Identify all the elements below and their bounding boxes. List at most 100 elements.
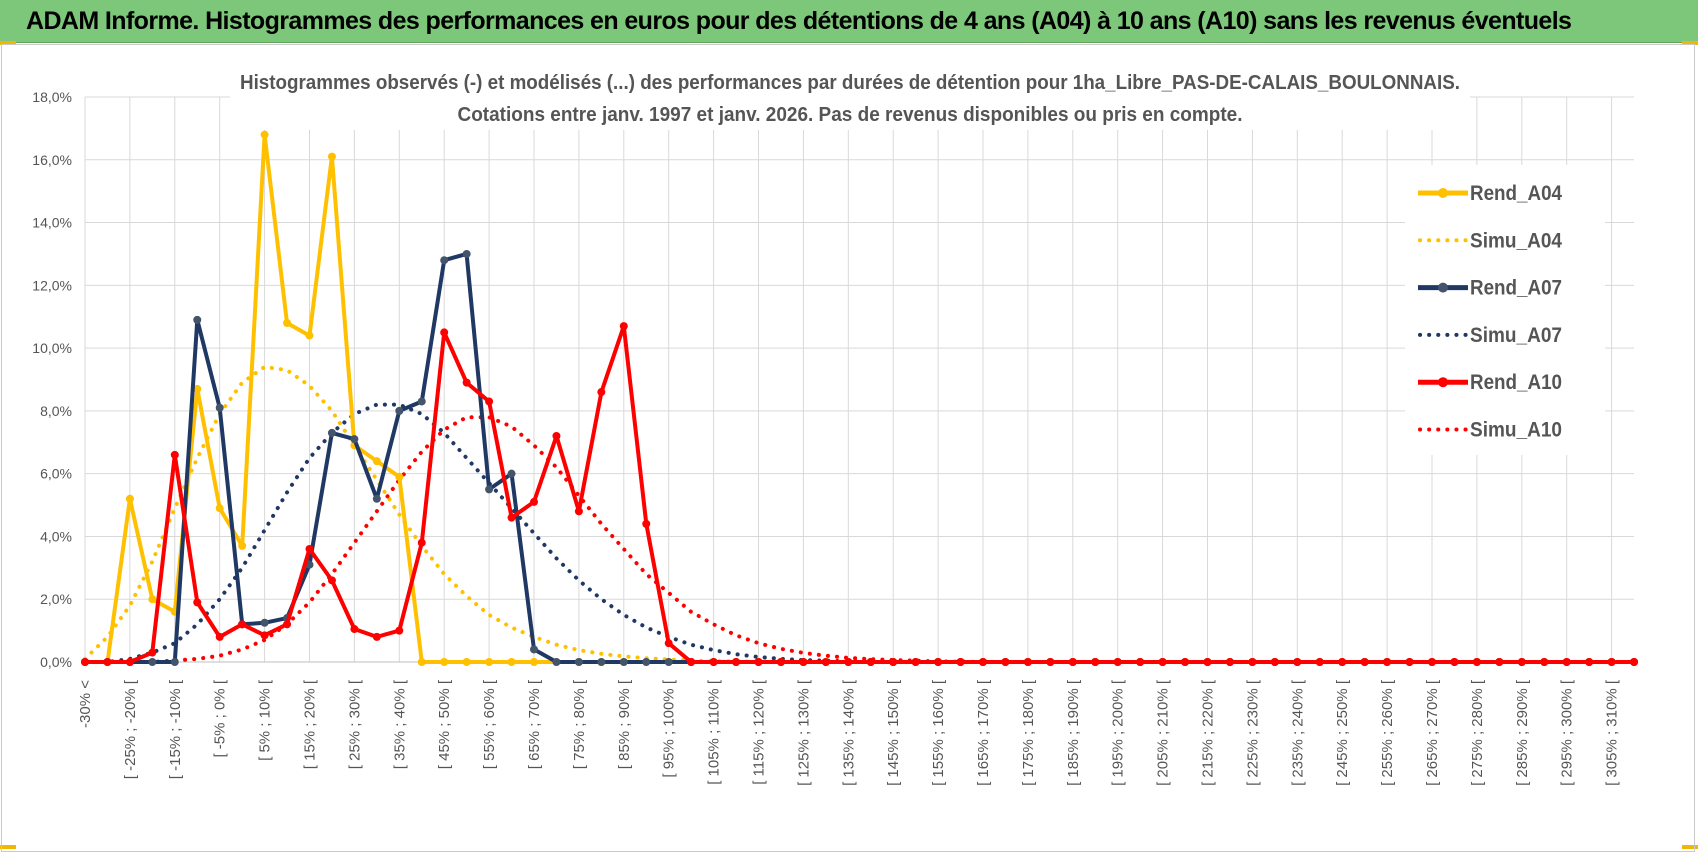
data-point [215, 632, 224, 641]
data-point [193, 384, 202, 393]
legend-label: Simu_A10 [1470, 419, 1562, 442]
data-point [732, 658, 741, 666]
data-point [462, 378, 471, 387]
data-point [260, 631, 269, 640]
chart-title: Histogrammes observés (-) et modélisés (… [240, 72, 1460, 94]
x-tick-label: [ 165% ; 170% [ [975, 679, 992, 786]
data-point [125, 494, 134, 503]
legend-label: Rend_A04 [1470, 182, 1562, 205]
data-point [1607, 658, 1616, 666]
title-background [230, 62, 1470, 130]
x-tick-label: -30% < [77, 680, 94, 728]
data-point [507, 513, 516, 522]
data-point [260, 618, 269, 627]
data-point [664, 658, 673, 666]
data-point [1113, 658, 1122, 666]
data-point [530, 658, 538, 666]
data-point [1068, 658, 1077, 666]
y-tick-label: 4,0% [40, 528, 72, 544]
data-point [193, 315, 202, 324]
chart-subtitle: Cotations entre janv. 1997 et janv. 2026… [458, 104, 1243, 126]
data-point [125, 658, 134, 666]
data-point [956, 658, 965, 666]
series-rend-a10 [81, 322, 1639, 666]
data-point [1517, 658, 1526, 666]
y-tick-label: 10,0% [32, 340, 72, 356]
data-point [305, 331, 314, 340]
series-simu-a07 [83, 402, 1636, 664]
x-tick-label: [ -5% ; 0% [ [212, 679, 229, 757]
legend: Rend_A04 Simu_A04 Rend_A07 Simu_A07 Rend_A10… [1418, 182, 1562, 442]
data-point [1338, 658, 1347, 666]
x-tick-label: [ 75% ; 80% [ [571, 679, 588, 769]
x-tick-label: [ 275% ; 280% [ [1469, 679, 1486, 786]
x-tick-label: [ 65% ; 70% [ [526, 679, 543, 769]
x-tick-label: [ 55% ; 60% [ [481, 679, 498, 769]
x-tick-label: [ 95% ; 100% [ [661, 679, 678, 777]
data-point [619, 322, 628, 331]
data-point [934, 658, 943, 666]
x-tick-label: [ 15% ; 20% [ [302, 679, 319, 769]
series-line [85, 132, 1634, 664]
data-point [1293, 658, 1302, 666]
series-line [83, 415, 1636, 664]
data-point [260, 130, 269, 139]
legend-marker [1438, 188, 1448, 198]
data-point [776, 658, 785, 666]
legend-background [1405, 165, 1605, 455]
x-tick-label: [ 225% ; 230% [ [1244, 679, 1261, 786]
x-tick-label: [ 265% ; 270% [ [1424, 679, 1441, 786]
data-point [1203, 658, 1212, 666]
data-point [687, 658, 696, 666]
data-point [170, 658, 179, 666]
data-point [148, 595, 157, 604]
corner-mark-bottom-left [0, 845, 16, 849]
data-point [552, 432, 561, 440]
data-point [597, 388, 606, 397]
data-point [81, 658, 89, 666]
legend-marker [1438, 282, 1448, 293]
data-point [238, 620, 247, 629]
data-point [103, 658, 112, 666]
data-point [440, 658, 449, 666]
data-point [283, 319, 292, 327]
data-point [462, 658, 471, 666]
y-tick-label: 16,0% [32, 152, 72, 168]
data-point [1023, 658, 1032, 666]
data-point [485, 397, 494, 406]
x-tick-label: [ 285% ; 290% [ [1514, 679, 1531, 786]
data-point [507, 469, 516, 478]
data-point [1428, 658, 1436, 666]
data-point [1136, 658, 1145, 666]
data-point [305, 545, 314, 553]
x-tick-label: [ -25% ; -20% [ [122, 679, 139, 779]
x-tick-label: [ 125% ; 130% [ [795, 679, 812, 786]
data-point [215, 504, 224, 513]
data-point [1540, 658, 1549, 666]
data-point [1495, 658, 1504, 666]
data-point [372, 494, 381, 503]
legend-marker [1438, 377, 1448, 388]
data-point [821, 658, 830, 666]
data-point [799, 658, 808, 666]
data-point [417, 658, 426, 666]
corner-mark-bottom-right [1682, 845, 1698, 849]
data-point [754, 658, 763, 666]
data-point [664, 639, 673, 648]
page-title: ADAM Informe. Histogrammes des performan… [26, 7, 1572, 35]
x-tick-label: [ 35% ; 40% [ [391, 679, 408, 769]
data-point [440, 328, 449, 337]
legend-label: Rend_A07 [1470, 277, 1562, 300]
data-point [462, 249, 471, 258]
x-tick-label: [ 85% ; 90% [ [616, 679, 633, 769]
y-tick-label: 2,0% [40, 591, 72, 607]
data-point [417, 397, 426, 406]
data-point [642, 658, 651, 666]
data-point [1315, 658, 1324, 666]
x-tick-label: [ 305% ; 310% [ [1604, 679, 1621, 786]
data-point [1585, 658, 1594, 666]
x-tick-label: [ 45% ; 50% [ [436, 679, 453, 769]
data-point [193, 598, 202, 607]
y-tick-label: 14,0% [32, 215, 72, 231]
